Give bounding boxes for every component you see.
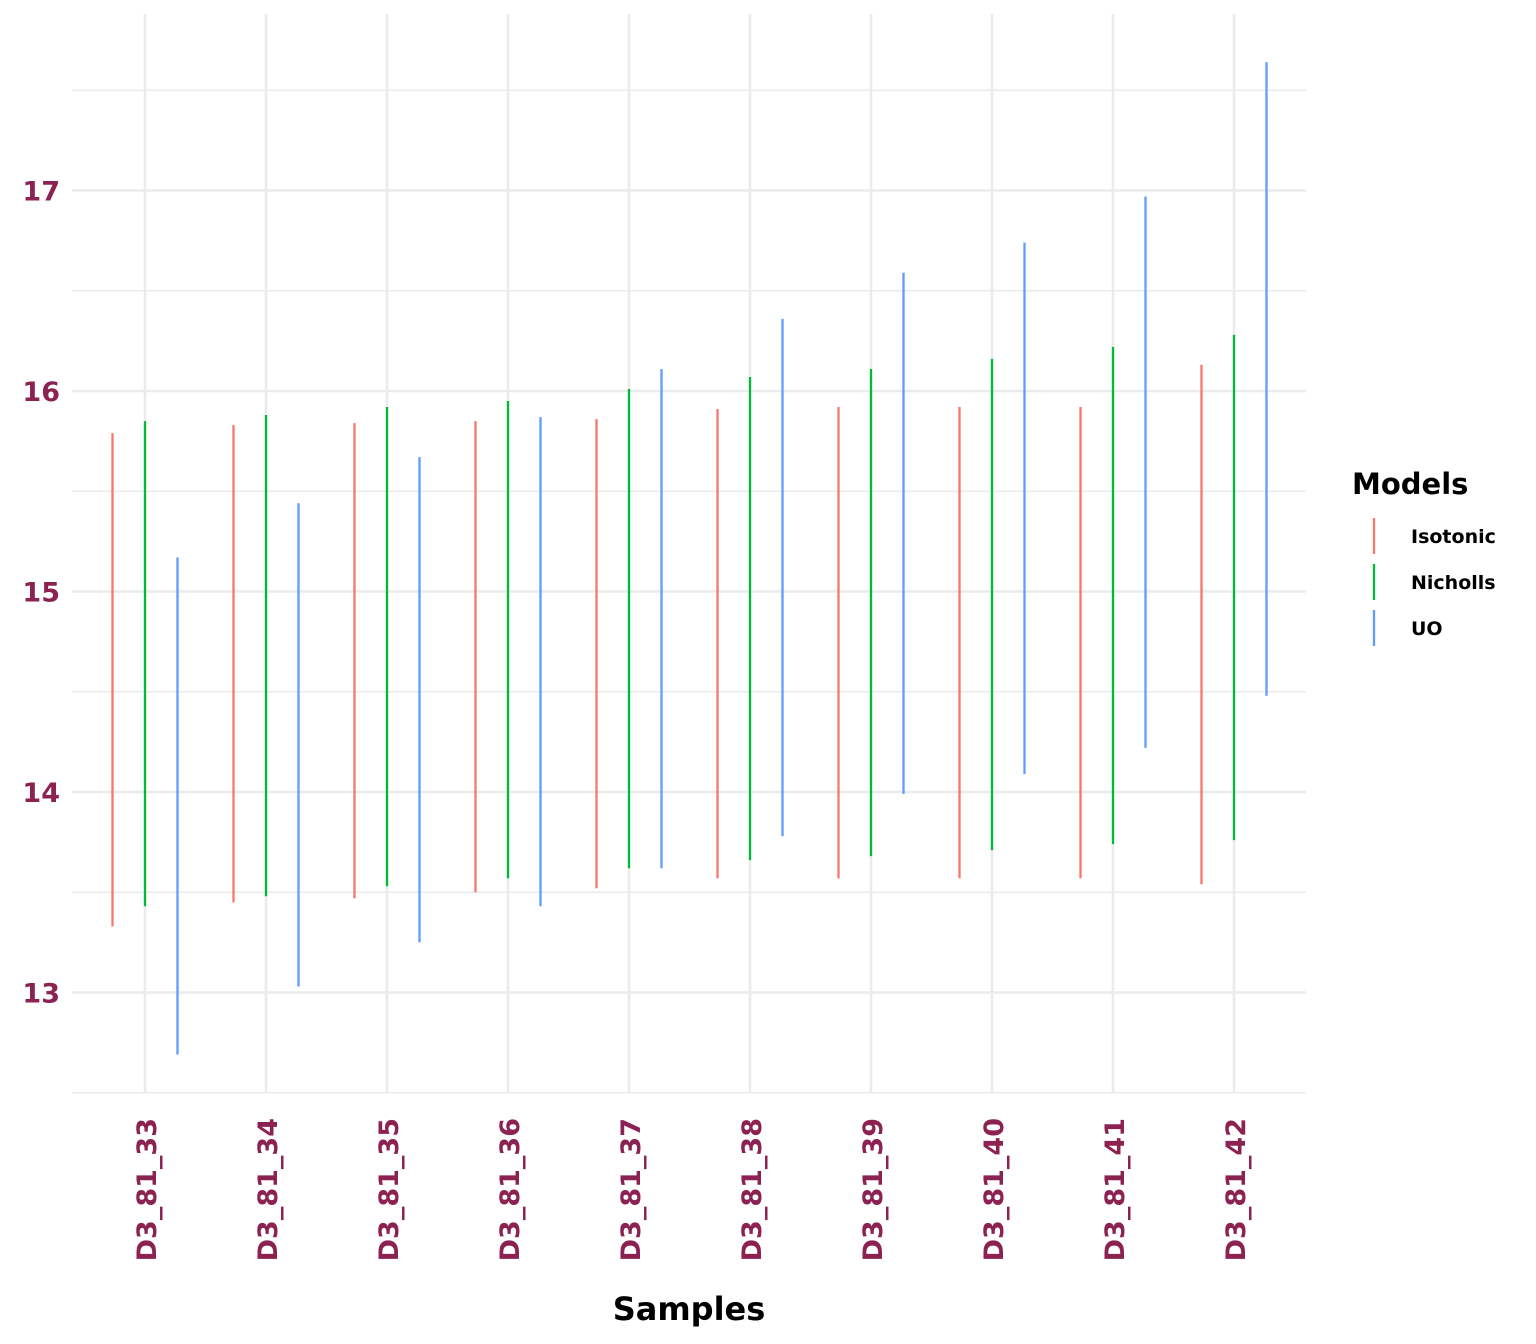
minor-gridlines xyxy=(72,89,1306,1094)
x-tick-label: D3_81_42 xyxy=(1221,1118,1252,1261)
x-tick-label: D3_81_35 xyxy=(374,1118,405,1261)
x-tick-label: D3_81_34 xyxy=(253,1118,284,1261)
series-isotonic xyxy=(111,364,1203,927)
y-tick-label: 13 xyxy=(22,979,60,1010)
legend-label: UO xyxy=(1411,618,1443,640)
legend-items: Isotonic Nicholls UO xyxy=(1372,518,1496,646)
x-tick-label: D3_81_33 xyxy=(132,1118,163,1261)
y-tick-label: 16 xyxy=(22,377,60,408)
y-tick-label: 17 xyxy=(22,177,60,208)
series-uo xyxy=(176,62,1268,1055)
legend-label: Nicholls xyxy=(1411,572,1496,594)
x-tick-label: D3_81_37 xyxy=(616,1118,647,1261)
legend-title: Models xyxy=(1352,467,1468,501)
x-tick-label: D3_81_39 xyxy=(858,1118,889,1261)
y-tick-label: 14 xyxy=(22,778,60,809)
x-axis-ticks: D3_81_33 D3_81_34 D3_81_35 D3_81_36 D3_81_37… xyxy=(132,1118,1252,1261)
x-axis-title: Samples xyxy=(613,1290,766,1328)
y-tick-label: 15 xyxy=(22,578,60,609)
major-gridlines xyxy=(72,14,1306,1093)
x-tick-label: D3_81_41 xyxy=(1100,1118,1131,1261)
error-bars xyxy=(111,62,1268,1055)
x-tick-label: D3_81_38 xyxy=(737,1118,768,1261)
legend-label: Isotonic xyxy=(1411,526,1496,548)
x-tick-label: D3_81_36 xyxy=(495,1118,526,1261)
y-axis-ticks: 13 14 15 16 17 xyxy=(22,177,60,1010)
x-tick-label: D3_81_40 xyxy=(979,1118,1010,1261)
legend: Models Isotonic Nicholls UO xyxy=(1352,467,1496,646)
series-nicholls xyxy=(143,334,1236,907)
